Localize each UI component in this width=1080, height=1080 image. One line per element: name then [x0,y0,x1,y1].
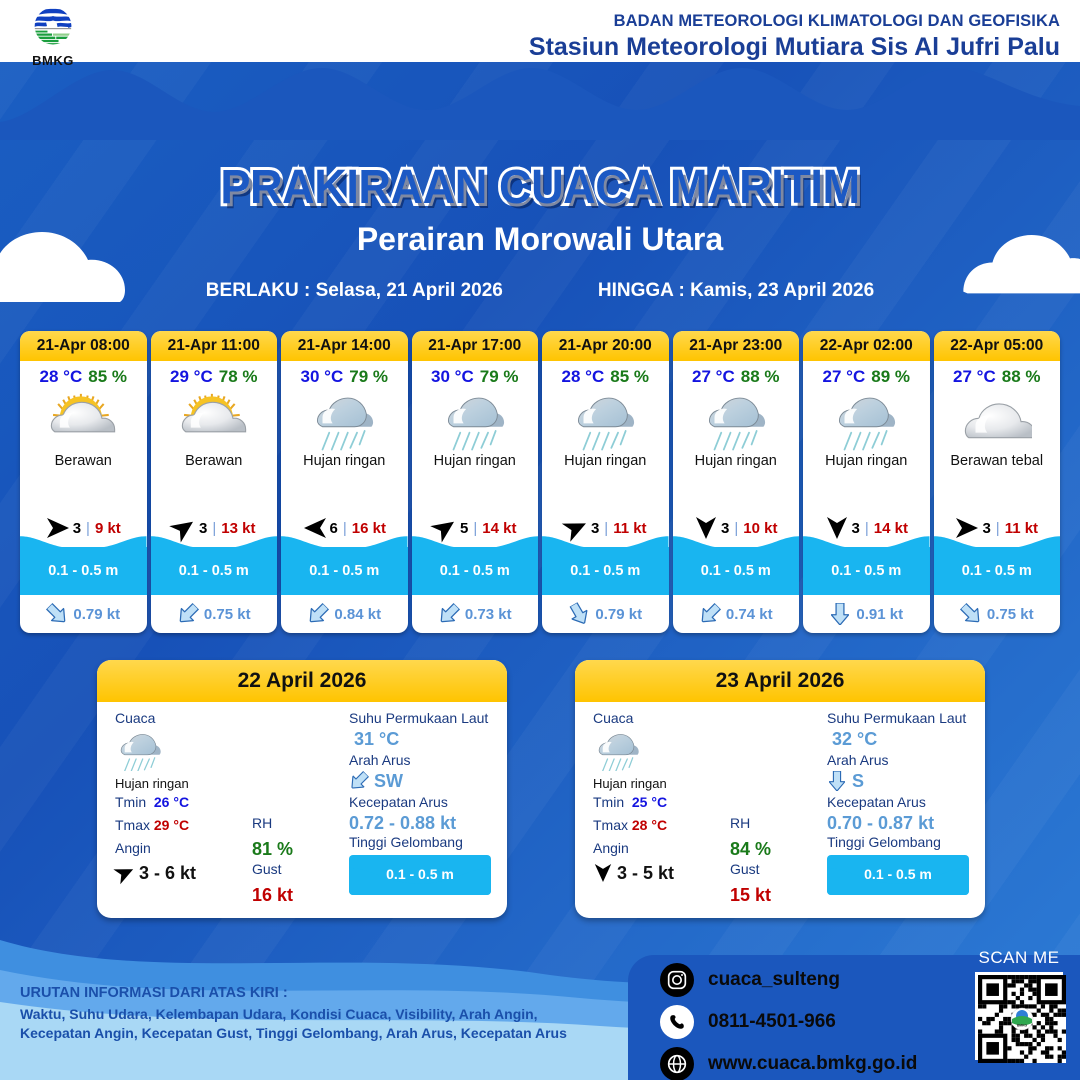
svg-text:BMKG: BMKG [1017,1024,1028,1028]
